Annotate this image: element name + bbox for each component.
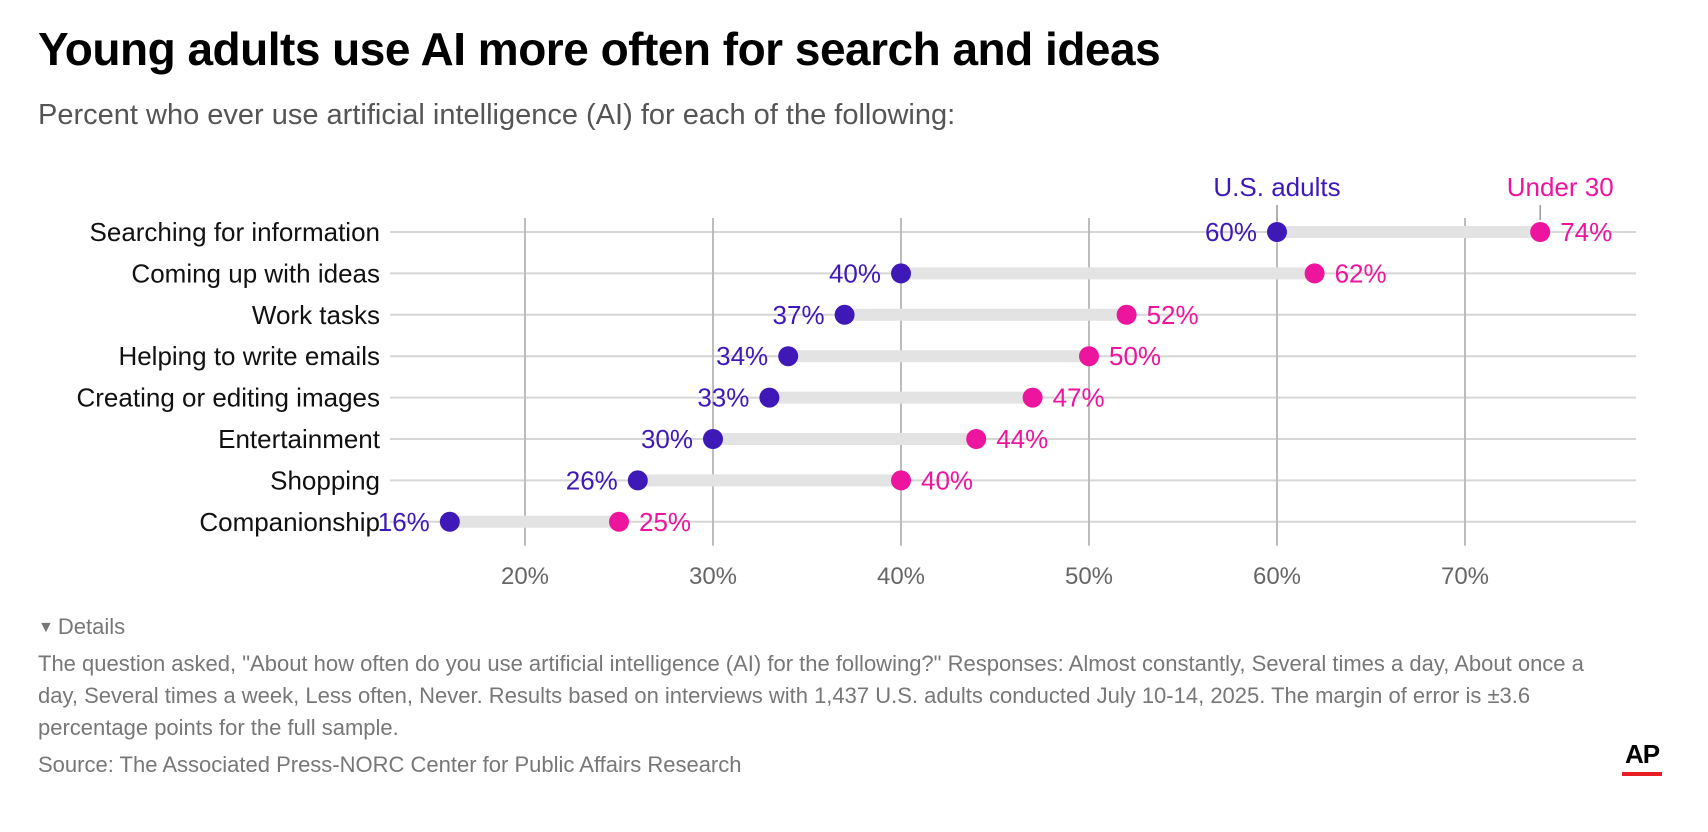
category-label: Entertainment bbox=[218, 424, 381, 454]
us-adults-dot bbox=[627, 470, 648, 491]
category-label: Shopping bbox=[270, 465, 380, 495]
x-tick-label: 30% bbox=[689, 563, 737, 590]
details-label: Details bbox=[57, 614, 126, 639]
x-tick-label: 50% bbox=[1065, 563, 1113, 590]
under-30-dot bbox=[609, 511, 629, 532]
under-30-value-label: 52% bbox=[1147, 300, 1199, 330]
category-label: Work tasks bbox=[252, 300, 380, 330]
under-30-dot bbox=[1304, 263, 1325, 284]
category-label: Helping to write emails bbox=[118, 341, 380, 371]
under-30-dot bbox=[1079, 346, 1099, 367]
us-adults-dot bbox=[703, 429, 723, 449]
legend-us-adults: U.S. adults bbox=[1213, 172, 1340, 202]
methodology-notes: The question asked, "About how often do … bbox=[38, 651, 1584, 740]
category-label: Searching for information bbox=[90, 217, 380, 247]
x-tick-label: 70% bbox=[1441, 563, 1489, 590]
under-30-value-label: 62% bbox=[1335, 258, 1387, 288]
us-adults-dot bbox=[891, 263, 911, 284]
legend-layer: U.S. adults Under 30 bbox=[1213, 172, 1614, 220]
details-toggle[interactable]: ▼ Details bbox=[38, 614, 125, 640]
under-30-value-label: 40% bbox=[921, 465, 973, 495]
category-label: Creating or editing images bbox=[77, 383, 381, 413]
source-line: Source: The Associated Press-NORC Center… bbox=[38, 752, 742, 777]
us-adults-dot bbox=[778, 346, 799, 367]
us-adults-dot bbox=[1267, 222, 1287, 242]
under-30-dot bbox=[891, 470, 911, 491]
under-30-value-label: 50% bbox=[1109, 341, 1161, 371]
us-adults-value-label: 16% bbox=[378, 507, 430, 537]
us-adults-value-label: 37% bbox=[773, 300, 825, 330]
under-30-dot bbox=[1022, 387, 1043, 408]
us-adults-dot bbox=[834, 304, 855, 325]
ap-logo-bar bbox=[1622, 772, 1662, 776]
us-adults-value-label: 40% bbox=[829, 258, 881, 288]
chart-title: Young adults use AI more often for searc… bbox=[38, 23, 1161, 75]
under-30-dot bbox=[1116, 304, 1137, 325]
us-adults-value-label: 26% bbox=[566, 465, 618, 495]
us-adults-value-label: 30% bbox=[641, 424, 693, 454]
x-axis: 20% 30% 40% 50% 60% 70% bbox=[501, 563, 1489, 590]
category-label: Companionship bbox=[199, 507, 380, 537]
legend-under-30: Under 30 bbox=[1507, 172, 1614, 202]
grid-layer bbox=[390, 218, 1636, 546]
ap-logo-text: AP bbox=[1624, 739, 1660, 769]
us-adults-value-label: 34% bbox=[716, 341, 768, 371]
under-30-value-label: 74% bbox=[1560, 217, 1612, 247]
chart-subtitle: Percent who ever use artificial intellig… bbox=[38, 99, 956, 131]
under-30-dot bbox=[966, 429, 987, 449]
under-30-value-label: 44% bbox=[996, 424, 1048, 454]
dumbbell-chart: Searching for information 60% 74% Coming up… bbox=[77, 172, 1636, 590]
us-adults-dot bbox=[439, 511, 460, 532]
under-30-value-label: 47% bbox=[1053, 383, 1105, 413]
us-adults-value-label: 33% bbox=[697, 383, 749, 413]
us-adults-dot bbox=[759, 387, 780, 408]
x-tick-label: 20% bbox=[501, 563, 549, 590]
x-tick-label: 40% bbox=[877, 563, 925, 590]
under-30-value-label: 25% bbox=[639, 507, 691, 537]
rows-layer: Searching for information 60% 74% Coming up… bbox=[77, 217, 1613, 537]
under-30-dot bbox=[1530, 222, 1551, 242]
x-tick-label: 60% bbox=[1253, 563, 1301, 590]
ap-logo: AP bbox=[1622, 740, 1662, 776]
us-adults-value-label: 60% bbox=[1205, 217, 1257, 247]
triangle-down-icon: ▼ bbox=[38, 619, 54, 636]
category-label: Coming up with ideas bbox=[131, 258, 380, 288]
